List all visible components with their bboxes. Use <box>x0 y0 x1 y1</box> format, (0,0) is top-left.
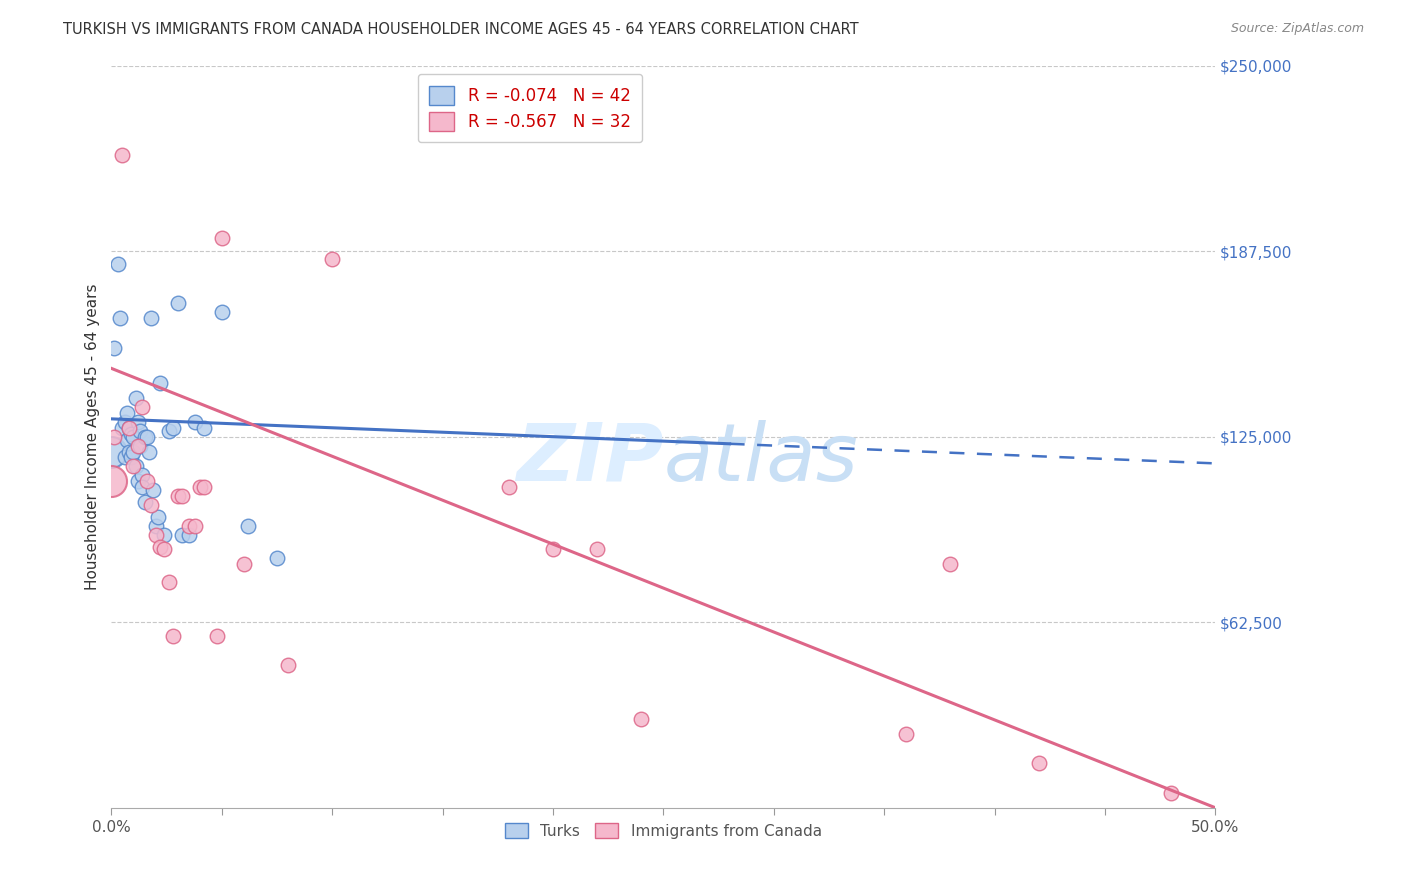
Point <box>630 712 652 726</box>
Point <box>153 542 176 557</box>
Point <box>541 542 564 557</box>
Point <box>162 421 184 435</box>
Point <box>122 444 145 458</box>
Point <box>188 480 211 494</box>
Point <box>184 415 207 429</box>
Text: atlas: atlas <box>664 420 858 498</box>
Point <box>193 421 215 435</box>
Point <box>277 658 299 673</box>
Point <box>114 415 136 429</box>
Point <box>939 558 962 572</box>
Point <box>135 474 157 488</box>
Point <box>157 424 180 438</box>
Point <box>125 391 148 405</box>
Point <box>111 421 134 435</box>
Point <box>125 459 148 474</box>
Point <box>896 726 918 740</box>
Point <box>127 474 149 488</box>
Point <box>127 439 149 453</box>
Point <box>145 527 167 541</box>
Point <box>153 527 176 541</box>
Point <box>157 575 180 590</box>
Point <box>129 439 152 453</box>
Text: Source: ZipAtlas.com: Source: ZipAtlas.com <box>1230 22 1364 36</box>
Point <box>120 450 142 465</box>
Text: TURKISH VS IMMIGRANTS FROM CANADA HOUSEHOLDER INCOME AGES 45 - 64 YEARS CORRELAT: TURKISH VS IMMIGRANTS FROM CANADA HOUSEH… <box>63 22 859 37</box>
Point <box>232 558 254 572</box>
Point <box>162 629 184 643</box>
Point <box>107 258 129 272</box>
Point <box>118 444 141 458</box>
Point <box>193 480 215 494</box>
Point <box>142 483 165 497</box>
Point <box>238 518 260 533</box>
Point <box>110 310 132 325</box>
Point <box>166 296 188 310</box>
Point <box>131 480 153 494</box>
Point <box>131 468 153 483</box>
Point <box>321 252 343 266</box>
Point <box>170 527 193 541</box>
Point <box>207 629 229 643</box>
Y-axis label: Householder Income Ages 45 - 64 years: Householder Income Ages 45 - 64 years <box>86 284 100 590</box>
Point <box>134 430 156 444</box>
Point <box>100 444 122 458</box>
Point <box>135 430 157 444</box>
Point <box>131 400 153 414</box>
Point <box>149 376 172 391</box>
Point <box>177 518 200 533</box>
Point <box>166 489 188 503</box>
Point <box>498 480 520 494</box>
Point <box>118 421 141 435</box>
Point <box>118 421 141 435</box>
Point <box>129 424 152 438</box>
Point <box>120 426 142 441</box>
Point <box>586 542 609 557</box>
Point <box>122 459 145 474</box>
Text: ZIP: ZIP <box>516 420 664 498</box>
Point <box>114 450 136 465</box>
Point <box>146 509 169 524</box>
Legend: Turks, Immigrants from Canada: Turks, Immigrants from Canada <box>499 816 828 845</box>
Point <box>141 310 163 325</box>
Point <box>170 489 193 503</box>
Point <box>141 498 163 512</box>
Point <box>184 518 207 533</box>
Point <box>149 540 172 554</box>
Point <box>103 430 125 444</box>
Point <box>134 495 156 509</box>
Point <box>100 474 122 488</box>
Point <box>122 430 145 444</box>
Point <box>1028 756 1050 771</box>
Point <box>115 406 138 420</box>
Point <box>1160 786 1182 800</box>
Point <box>145 518 167 533</box>
Point <box>138 444 160 458</box>
Point <box>177 527 200 541</box>
Point <box>111 147 134 161</box>
Point <box>103 341 125 355</box>
Point <box>211 305 233 319</box>
Point <box>266 551 288 566</box>
Point <box>115 433 138 447</box>
Point <box>127 415 149 429</box>
Point <box>211 231 233 245</box>
